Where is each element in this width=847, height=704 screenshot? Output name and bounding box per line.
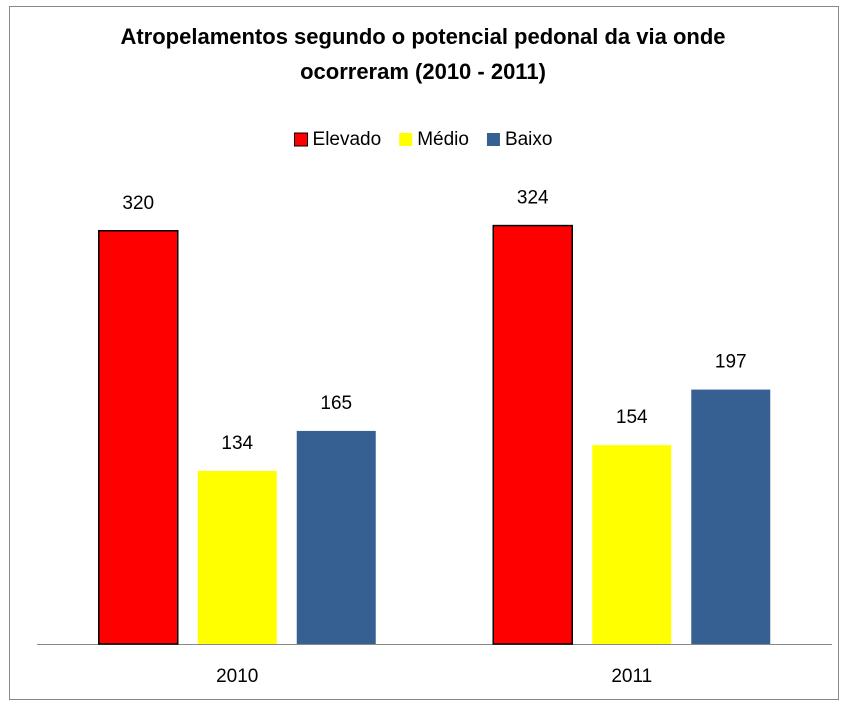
data-label: 134 (221, 433, 253, 454)
data-label: 154 (616, 407, 648, 428)
x-tick-label: 2011 (611, 666, 652, 687)
legend-swatch (399, 133, 413, 146)
data-label: 324 (517, 188, 549, 209)
legend-swatch (486, 133, 500, 146)
data-label: 197 (715, 352, 747, 373)
bar (492, 224, 573, 645)
chart-border (9, 6, 839, 700)
data-label: 165 (320, 393, 352, 414)
bar (197, 470, 277, 644)
bar (98, 229, 179, 645)
bar (296, 430, 376, 644)
legend-label: Médio (417, 129, 469, 150)
legend-label: Baixo (505, 129, 553, 150)
data-label: 320 (122, 193, 154, 214)
legend-swatch (294, 132, 309, 147)
bar (691, 389, 771, 644)
x-tick-label: 2010 (216, 666, 258, 687)
legend-label: Elevado (313, 129, 382, 150)
bar (592, 445, 672, 644)
chart-title: Atropelamentos segundo o potencial pedon… (120, 24, 726, 84)
